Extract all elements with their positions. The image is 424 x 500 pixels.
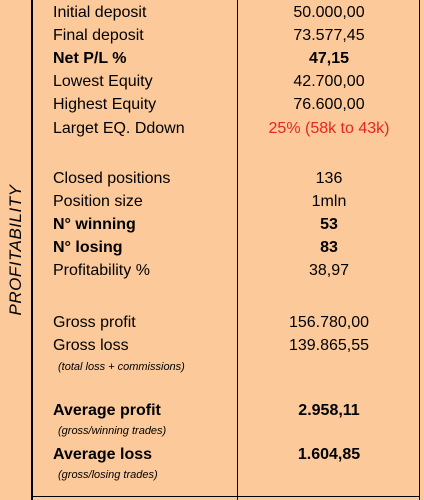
row-label: Average profit bbox=[53, 402, 161, 419]
side-panel: PROFITABILITY bbox=[0, 0, 33, 500]
row-value: 136 bbox=[315, 170, 343, 187]
row-value: 47,15 bbox=[308, 50, 350, 67]
row-average-loss: Average loss 1.604,85 bbox=[33, 446, 420, 468]
side-label: PROFITABILITY bbox=[6, 184, 25, 316]
row-profitability: Profitability % 38,97 bbox=[33, 262, 420, 284]
row-value: 1.604,85 bbox=[297, 446, 361, 463]
row-highest-equity: Highest Equity 76.600,00 bbox=[33, 96, 420, 118]
row-largest-drawdown: Larget EQ. Ddown 25% (58k to 43k) bbox=[33, 120, 420, 142]
column-divider bbox=[237, 0, 238, 500]
row-gross-profit: Gross profit 156.780,00 bbox=[33, 314, 420, 336]
right-border bbox=[419, 0, 420, 500]
row-lowest-equity: Lowest Equity 42.700,00 bbox=[33, 73, 420, 95]
row-value: 139.865,55 bbox=[288, 337, 370, 354]
row-label: Gross profit bbox=[53, 314, 136, 331]
row-value: 83 bbox=[320, 239, 338, 256]
row-value: 156.780,00 bbox=[288, 314, 370, 331]
row-label: Closed positions bbox=[53, 170, 171, 187]
row-n-losing: N° losing 83 bbox=[33, 239, 420, 261]
row-final-deposit: Final deposit 73.577,45 bbox=[33, 27, 420, 49]
row-gross-loss: Gross loss 139.865,55 bbox=[33, 337, 420, 359]
row-n-winning: N° winning 53 bbox=[33, 216, 420, 238]
average-profit-note: (gross/winning trades) bbox=[58, 425, 167, 437]
row-label: Net P/L % bbox=[53, 50, 127, 67]
row-label: Average loss bbox=[53, 446, 153, 463]
row-value: 76.600,00 bbox=[293, 96, 365, 113]
row-label: Gross loss bbox=[53, 337, 129, 354]
row-label: Profitability % bbox=[53, 262, 150, 279]
row-value: 50.000,00 bbox=[293, 4, 365, 21]
row-position-size: Position size 1mln bbox=[33, 193, 420, 215]
row-label: Position size bbox=[53, 193, 143, 210]
row-initial-deposit: Initial deposit 50.000,00 bbox=[33, 4, 420, 26]
row-label: Lowest Equity bbox=[53, 73, 153, 90]
row-label: Final deposit bbox=[53, 27, 144, 44]
row-value: 38,97 bbox=[308, 262, 350, 279]
average-loss-note: (gross/losing trades) bbox=[58, 469, 158, 481]
bottom-border bbox=[33, 496, 420, 497]
row-average-profit: Average profit 2.958,11 bbox=[33, 402, 420, 424]
row-value-drawdown: 25% (58k to 43k) bbox=[268, 120, 390, 137]
row-value: 73.577,45 bbox=[293, 27, 365, 44]
row-label: Initial deposit bbox=[53, 4, 147, 21]
row-label: Highest Equity bbox=[53, 96, 157, 113]
row-net-pl: Net P/L % 47,15 bbox=[33, 50, 420, 72]
row-label: Larget EQ. Ddown bbox=[53, 120, 185, 137]
row-label: N° winning bbox=[53, 216, 136, 233]
row-value: 1mln bbox=[311, 193, 347, 210]
row-label: N° losing bbox=[53, 239, 123, 256]
gross-loss-note: (total loss + commissions) bbox=[58, 361, 185, 373]
row-value: 53 bbox=[320, 216, 338, 233]
row-value: 42.700,00 bbox=[293, 73, 365, 90]
row-value: 2.958,11 bbox=[298, 402, 360, 419]
row-closed-positions: Closed positions 136 bbox=[33, 170, 420, 192]
